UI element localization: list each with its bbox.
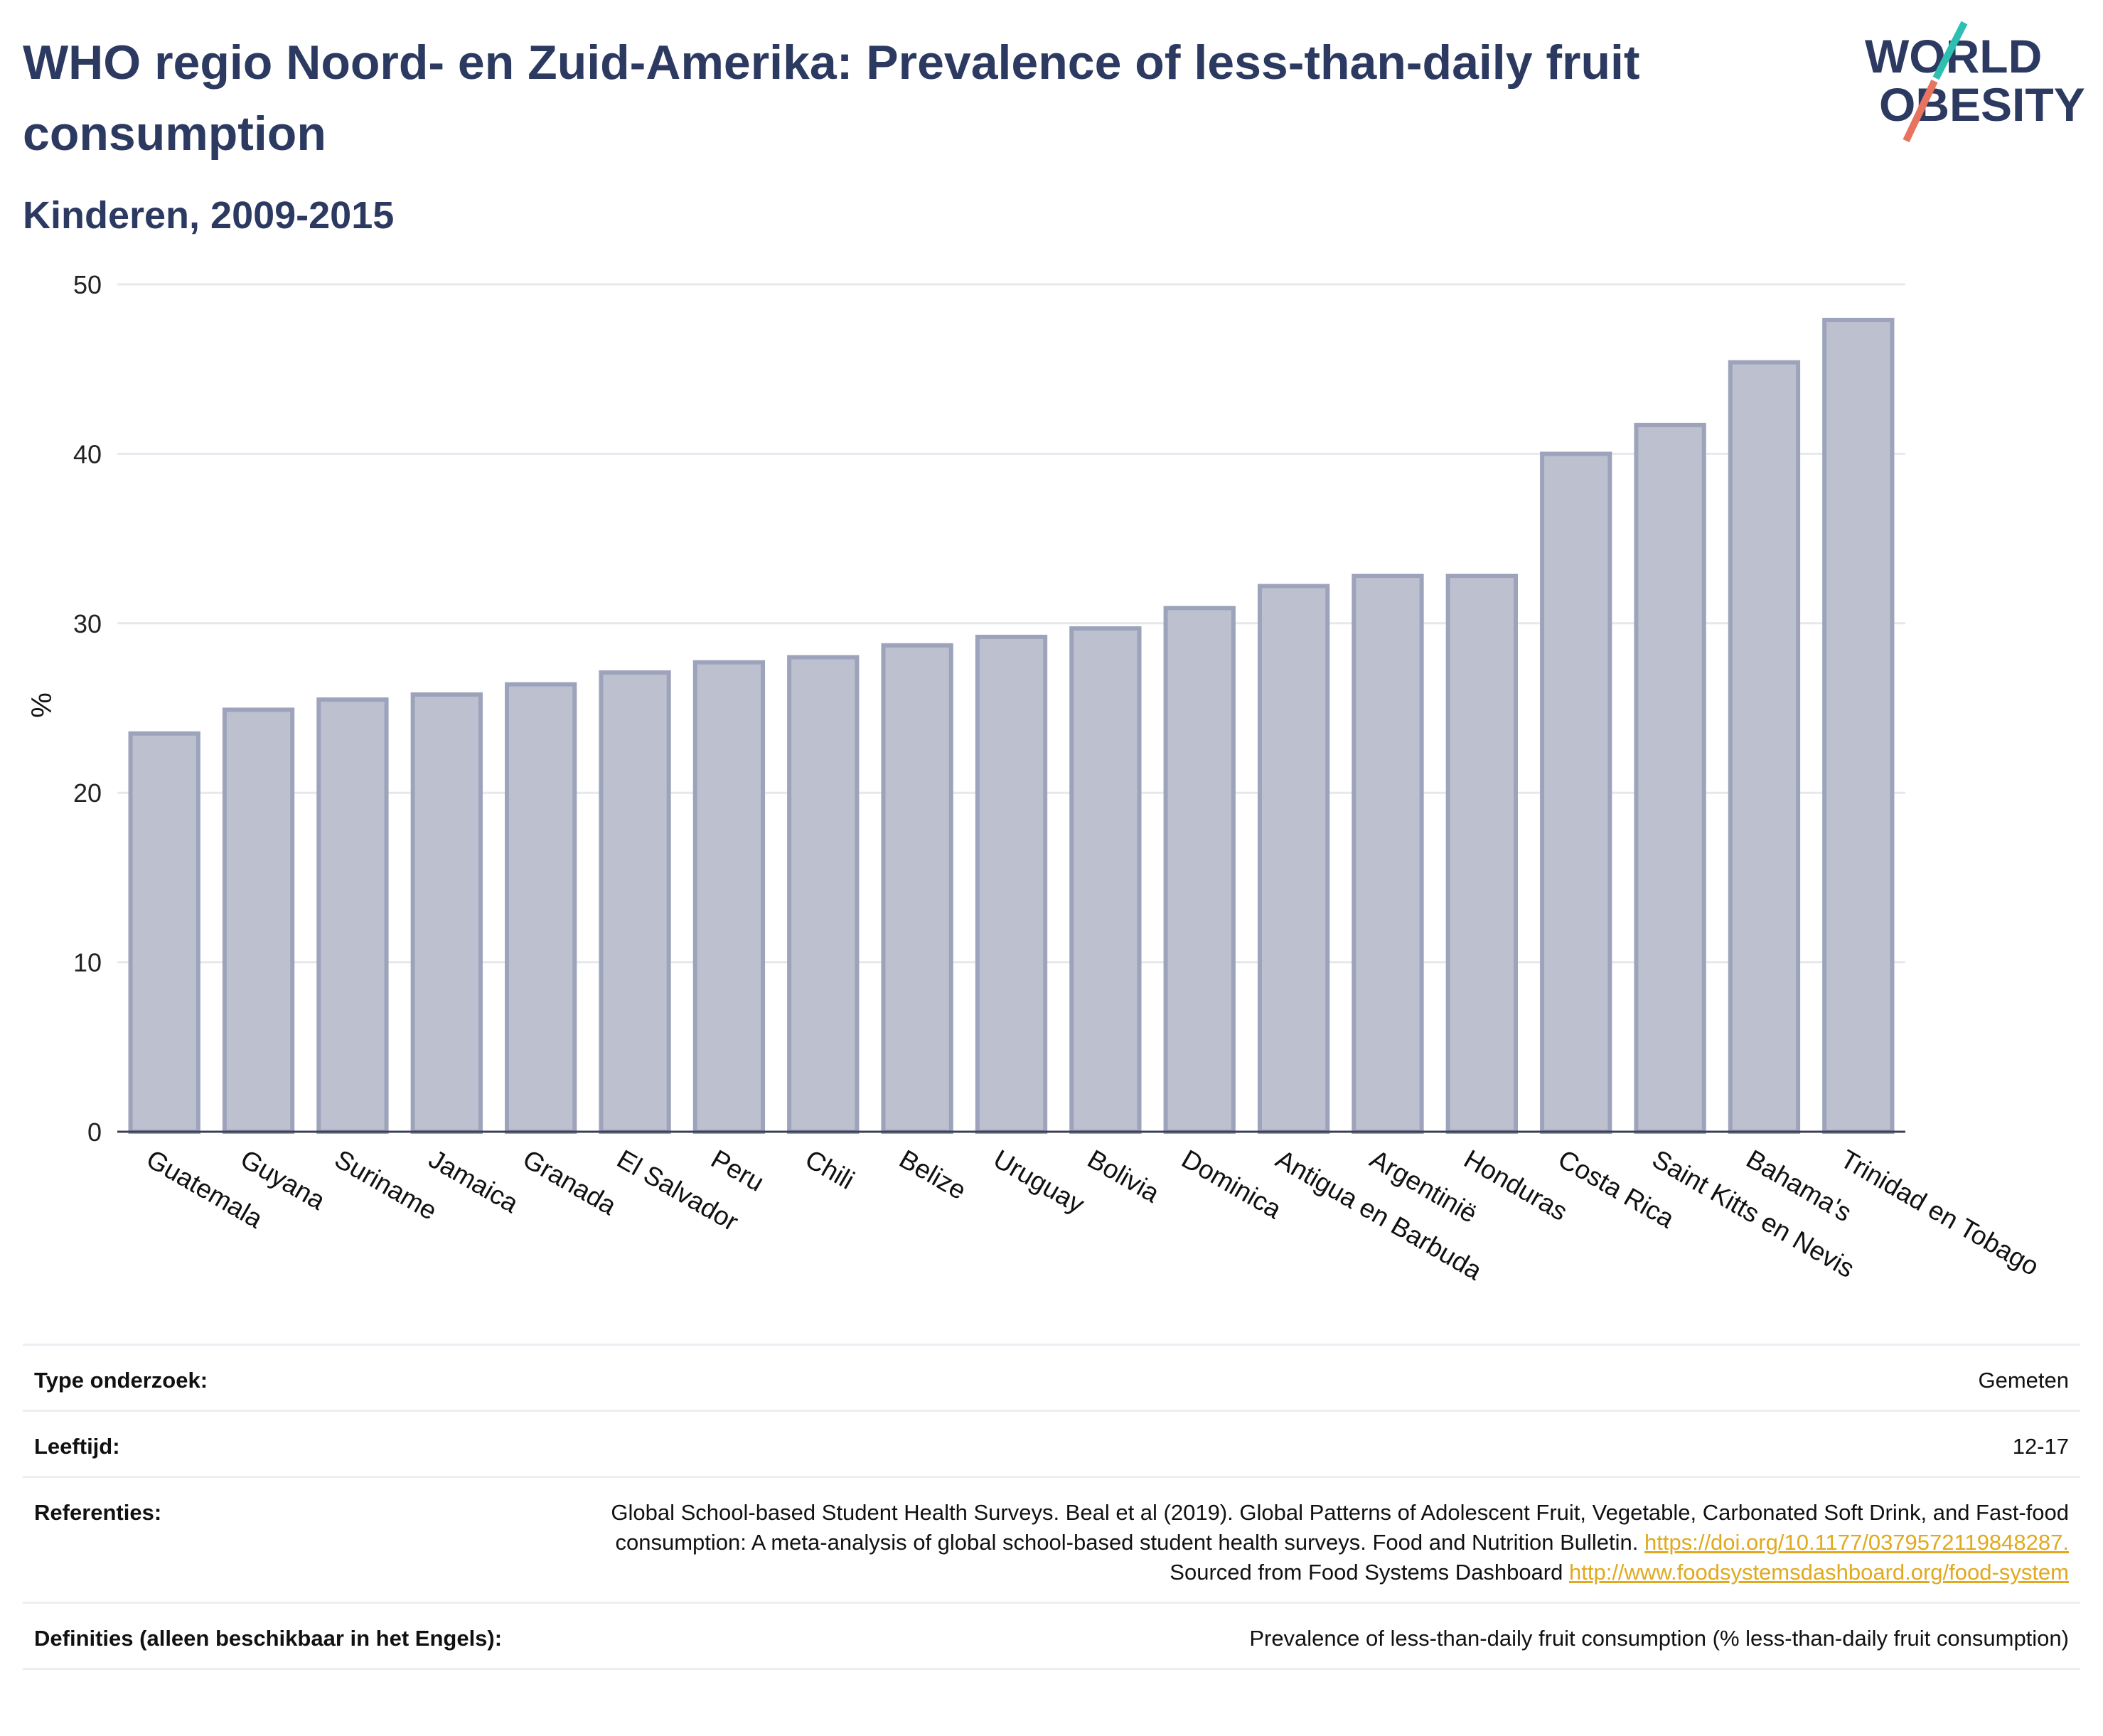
x-tick-label: Uruguay: [989, 1144, 1090, 1219]
logo-text-obesity: OBESITY: [1879, 78, 2085, 131]
reference-dashboard-link[interactable]: http://www.foodsystemsdashboard.org/food…: [1569, 1560, 2069, 1585]
world-obesity-logo: WORLD OBESITY: [1865, 21, 2085, 143]
reference-source-text: Sourced from Food Systems Dashboard: [1170, 1560, 1563, 1585]
meta-row-references: Referenties: Global School-based Student…: [23, 1476, 2080, 1602]
x-tick-label: Bolivia: [1083, 1144, 1165, 1208]
y-axis-ticks: 0 10 20 30 40 50: [73, 270, 102, 1147]
x-tick-label: Jamaica: [424, 1144, 523, 1218]
bar-bahama-s[interactable]: [1728, 360, 1801, 1135]
meta-value: 12-17: [2012, 1434, 2069, 1459]
x-tick-label: Dominica: [1177, 1144, 1286, 1224]
meta-row-survey-type: Type onderzoek: Gemeten: [23, 1344, 2080, 1410]
y-tick-label: 0: [87, 1118, 102, 1147]
bars: [128, 318, 1895, 1135]
reference-text: Global School-based Student Health Surve…: [611, 1500, 2069, 1555]
bar-granada[interactable]: [505, 682, 577, 1134]
bar-guyana[interactable]: [222, 707, 295, 1134]
bar-belize[interactable]: [881, 643, 953, 1134]
bar-bolivia[interactable]: [1069, 626, 1142, 1134]
bar-chili[interactable]: [787, 655, 860, 1134]
bar-jamaica[interactable]: [410, 692, 483, 1134]
x-tick-label: Trinidad en Tobago: [1836, 1144, 2044, 1281]
bar-saint-kitts-en-nevis[interactable]: [1634, 422, 1706, 1134]
logo-slash-coral: [1903, 79, 1938, 143]
logo-slash-teal: [1932, 21, 1968, 80]
meta-key: Leeftijd:: [34, 1434, 120, 1459]
meta-value: Global School-based Student Health Surve…: [545, 1498, 2069, 1587]
y-axis-label: %: [26, 692, 58, 718]
y-tick-label: 10: [73, 948, 102, 977]
x-tick-label: Honduras: [1459, 1144, 1572, 1226]
y-tick-label: 50: [73, 270, 102, 299]
y-tick-label: 20: [73, 778, 102, 808]
bar-suriname[interactable]: [316, 697, 389, 1134]
chart-subtitle: Kinderen, 2009-2015: [23, 194, 395, 237]
chart-title: WHO regio Noord- en Zuid-Amerika: Preval…: [23, 36, 1640, 161]
meta-row-definitions: Definities (alleen beschikbaar in het En…: [23, 1602, 2080, 1670]
bar-guatemala[interactable]: [128, 731, 200, 1134]
x-tick-label: Suriname: [330, 1144, 442, 1226]
x-tick-label: Belize: [894, 1144, 971, 1205]
bar-dominica[interactable]: [1163, 606, 1236, 1134]
x-tick-label: Chili: [801, 1144, 860, 1194]
metadata-table: Type onderzoek: Gemeten Leeftijd: 12-17 …: [23, 1344, 2080, 1670]
bar-antigua-en-barbuda[interactable]: [1257, 584, 1330, 1134]
reference-doi-link[interactable]: https://doi.org/10.1177/0379572119848287…: [1644, 1530, 2069, 1555]
meta-key: Type onderzoek:: [34, 1368, 208, 1393]
bar-honduras[interactable]: [1445, 574, 1518, 1135]
bar-argentini-[interactable]: [1352, 574, 1424, 1135]
bar-el-salvador[interactable]: [599, 670, 671, 1134]
meta-value: Prevalence of less-than-daily fruit cons…: [1249, 1626, 2069, 1651]
y-tick-label: 40: [73, 439, 102, 468]
x-tick-label: Peru: [706, 1144, 769, 1197]
meta-key: Definities (alleen beschikbaar in het En…: [34, 1626, 503, 1651]
meta-key: Referenties:: [34, 1500, 162, 1525]
bar-trinidad-en-tobago[interactable]: [1822, 318, 1895, 1135]
meta-value: Gemeten: [1978, 1368, 2069, 1393]
bar-costa-rica[interactable]: [1540, 451, 1612, 1134]
y-tick-label: 30: [73, 609, 102, 638]
bar-uruguay[interactable]: [975, 634, 1048, 1134]
bar-peru[interactable]: [692, 660, 766, 1134]
meta-row-age: Leeftijd: 12-17: [23, 1410, 2080, 1476]
x-tick-label: Granada: [518, 1144, 622, 1221]
